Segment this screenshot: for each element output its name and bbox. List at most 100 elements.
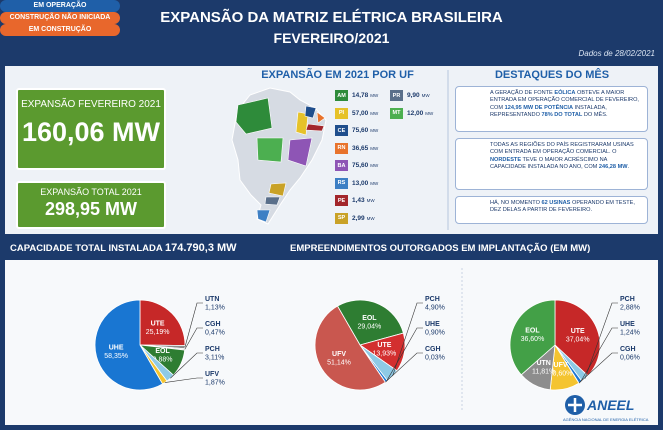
slice-value: 29,04% — [358, 323, 382, 330]
state-region — [235, 97, 273, 135]
state-regions — [235, 97, 326, 223]
state-value: 9,90 — [407, 92, 420, 99]
state-row: SP 2,99 MW — [335, 212, 375, 225]
pie-title: EM CONSTRUÇÃO — [0, 24, 120, 36]
leader-line — [385, 352, 423, 383]
state-unit: MW — [370, 163, 379, 168]
slice-value: 13,93% — [373, 351, 397, 358]
slice-value: 2,88% — [620, 304, 640, 311]
slice-value: 1,24% — [620, 329, 640, 336]
slice-value: 0,03% — [425, 354, 445, 361]
state-row: PE 1,43 MW — [335, 194, 375, 207]
highlight-text: DO MÊS. — [582, 112, 608, 119]
slice-category: PCH — [620, 296, 635, 303]
state-row: PI 57,00 MW — [335, 107, 378, 120]
highlight-box: HÁ, NO MOMENTO 62 USINAS OPERANDO EM TES… — [455, 196, 648, 224]
kpi-label: EXPANSÃO TOTAL 2021 — [40, 187, 142, 197]
highlight-text: 78% DO TOTAL — [541, 112, 583, 119]
state-code: MT — [390, 107, 403, 119]
pie-slice — [554, 299, 601, 377]
kpi-box: EXPANSÃO FEVEREIRO 2021 160,06 MW — [16, 88, 166, 170]
highlight-text: TODAS AS REGIÕES DO PAÍS REGISTRARAM USI… — [490, 142, 634, 156]
state-row: BA 75,60 MW — [335, 159, 378, 172]
state-code: SP — [335, 212, 348, 224]
leader-line — [164, 377, 203, 383]
slice-value: 0,90% — [425, 329, 445, 336]
pie-title: EM OPERAÇÃO — [0, 0, 120, 12]
slice-category: PCH — [205, 346, 220, 353]
state-unit: MW — [370, 180, 379, 186]
leader-line — [578, 352, 618, 384]
state-code: BA — [335, 160, 348, 171]
kpi-label: EXPANSÃO FEVEREIRO 2021 — [21, 99, 161, 110]
state-unit: MW — [370, 145, 379, 151]
capacity-label: CAPACIDADE TOTAL INSTALADA — [10, 243, 163, 254]
slice-value: 51,14% — [327, 359, 351, 366]
state-region — [256, 209, 271, 223]
highlight-text: . — [627, 164, 630, 171]
slice-category: UTN — [205, 296, 219, 303]
state-value: 14,78 — [352, 92, 369, 99]
slice-value: 25,19% — [146, 329, 170, 336]
agency-name: AGÊNCIA NACIONAL DE ENERGIA ELÉTRICA — [563, 417, 649, 422]
state-unit: MW — [425, 110, 434, 116]
state-region — [295, 111, 309, 136]
map-title: EXPANSÃO EM 2021 POR UF — [261, 69, 414, 81]
slice-category: UFV — [205, 371, 219, 378]
state-code: PE — [335, 195, 348, 206]
pie-slice — [509, 299, 556, 376]
state-code: AM — [335, 90, 348, 101]
highlights-title: DESTAQUES DO MÊS — [494, 69, 610, 81]
state-region — [316, 111, 326, 124]
highlight-text: 124,95 MW DE POTÊNCIA — [504, 104, 573, 111]
state-region — [268, 182, 287, 197]
state-unit: MW — [370, 110, 379, 116]
state-code: RS — [335, 177, 348, 189]
state-unit: MW — [366, 198, 375, 203]
slice-category: PCH — [425, 296, 440, 303]
subtitle: FEVEREIRO/2021 — [273, 30, 390, 46]
pie-slice — [336, 299, 404, 346]
logo-mark-cross — [568, 398, 582, 412]
slice-category: UTE — [377, 342, 391, 349]
state-value: 12,00 — [407, 109, 424, 117]
state-value: 1,43 — [352, 197, 365, 204]
kpi-value: 298,95 MW — [44, 199, 138, 219]
leader-line — [584, 302, 618, 379]
state-code: PR — [390, 90, 403, 101]
highlight-text: 62 USINAS — [541, 200, 571, 206]
highlight-box: A GERAÇÃO DE FONTE EÓLICA OBTEVE A MAIOR… — [455, 86, 648, 132]
highlight-text: INSTALADA, REPRESENTANDO — [490, 104, 607, 119]
state-code: PI — [335, 107, 348, 119]
state-row: CE 75,60 MW — [335, 124, 378, 137]
slice-value: 36,60% — [521, 336, 545, 343]
slice-category: UHE — [425, 321, 440, 328]
slice-category: CGH — [205, 321, 221, 328]
slice-category: CGH — [425, 346, 441, 353]
slice-value: 1,87% — [205, 379, 225, 386]
slice-category: UFV — [554, 362, 568, 369]
slice-value: 0,47% — [205, 329, 225, 336]
state-unit: MW — [370, 93, 379, 98]
state-region — [305, 123, 325, 132]
slice-category: EOL — [155, 348, 170, 355]
highlight-box: TODAS AS REGIÕES DO PAÍS REGISTRARAM USI… — [455, 138, 648, 190]
kpi-value: 160,06 MW — [21, 117, 161, 147]
highlight-text: A GERAÇÃO DE FONTE — [490, 90, 555, 96]
pie-title: CONSTRUÇÃO NÃO INICIADA — [0, 12, 120, 24]
slice-value: 3,11% — [205, 354, 224, 361]
highlight-text: EÓLICA — [554, 90, 576, 96]
state-value: 36,65 — [352, 144, 369, 152]
slice-category: UFV — [332, 351, 346, 358]
highlight-text: 246,28 MW — [598, 164, 628, 171]
slice-category: CGH — [620, 346, 636, 353]
leader-line — [386, 327, 423, 382]
highlight-text: HÁ, NO MOMENTO — [490, 200, 542, 206]
slice-value: 1,13% — [205, 304, 225, 311]
date-note: Dados de 28/02/2021 — [578, 49, 655, 58]
slice-value: 9,88% — [153, 357, 173, 364]
state-unit: MW — [421, 93, 430, 98]
slice-value: 4,90% — [425, 304, 445, 311]
state-row: AM 14,78 MW — [335, 89, 378, 102]
